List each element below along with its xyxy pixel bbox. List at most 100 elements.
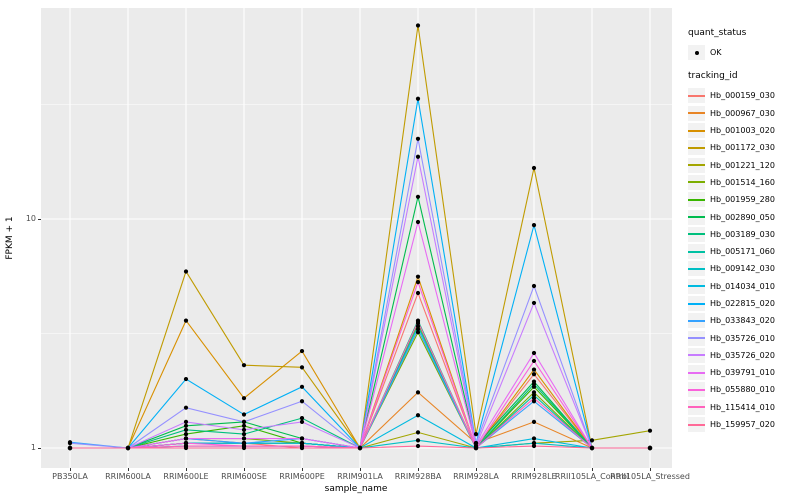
x-axis-title: sample_name (324, 484, 388, 494)
data-point (67, 441, 73, 446)
legend-item-Hb_002890_050: Hb_002890_050 (688, 208, 798, 225)
legend-key (688, 347, 705, 363)
legend-item-Hb_000967_030: Hb_000967_030 (688, 105, 798, 122)
legend-key (688, 226, 705, 242)
data-point (67, 445, 73, 451)
legend-key (688, 174, 705, 190)
data-point (183, 318, 189, 323)
legend-key (688, 244, 705, 260)
data-point (183, 441, 189, 446)
data-point (299, 436, 305, 441)
legend-item-Hb_001172_030: Hb_001172_030 (688, 139, 798, 156)
chart-canvas (41, 8, 672, 468)
x-tick-label: RRIM901LA (337, 472, 383, 481)
x-tick-mark (534, 468, 535, 471)
line-swatch-icon (688, 371, 705, 374)
data-point (299, 445, 305, 451)
data-point (183, 436, 189, 441)
legend-item-Hb_001003_020: Hb_001003_020 (688, 122, 798, 139)
x-tick-mark (360, 468, 361, 471)
data-point (299, 416, 305, 421)
data-point (473, 445, 479, 451)
legend-key (688, 278, 705, 294)
data-point (415, 443, 421, 449)
legend-key (688, 365, 705, 381)
line-swatch-icon (688, 302, 705, 305)
legend-item-label: Hb_022815_020 (710, 299, 775, 308)
legend-quant-status-rows: OK (688, 44, 798, 61)
data-point (531, 165, 537, 171)
x-tick-mark (186, 468, 187, 471)
data-point (415, 319, 421, 325)
data-point (531, 390, 537, 395)
x-tick-label: RRIM600PE (279, 472, 325, 481)
data-point (241, 412, 247, 417)
legend-key (688, 209, 705, 225)
data-point (241, 396, 247, 401)
x-tick-label: RRIM600LA (105, 472, 151, 481)
line-swatch-icon (688, 337, 705, 340)
line-swatch-icon (688, 94, 705, 97)
line-swatch-icon (688, 129, 705, 132)
legend-key (688, 382, 705, 398)
data-point (415, 438, 421, 443)
legend-key (688, 330, 705, 346)
legend-item-Hb_039791_010: Hb_039791_010 (688, 364, 798, 381)
data-point (415, 327, 421, 332)
data-point (415, 194, 421, 199)
x-tick-mark (244, 468, 245, 471)
legend-item-label: Hb_035726_010 (710, 333, 775, 343)
data-point (531, 382, 537, 387)
x-tick-mark (650, 468, 651, 471)
data-point (241, 445, 247, 451)
line-swatch-icon (688, 233, 705, 236)
data-point (415, 324, 421, 329)
line-swatch-icon (688, 216, 705, 219)
legend-item-Hb_001221_120: Hb_001221_120 (688, 156, 798, 173)
x-tick-label: RRIM928LA (453, 472, 499, 481)
data-point (589, 438, 595, 443)
legend-item-Hb_022815_020: Hb_022815_020 (688, 295, 798, 312)
data-point (415, 219, 421, 225)
data-point (299, 365, 305, 370)
legend-item-Hb_001959_280: Hb_001959_280 (688, 191, 798, 208)
legend-item-label: Hb_035726_020 (710, 350, 775, 360)
data-point (415, 280, 421, 285)
line-swatch-icon (688, 112, 705, 115)
line-swatch-icon (688, 423, 705, 426)
x-tick-label: RRII105LA_Stressed (610, 472, 690, 481)
x-tick-label: RRIM600LE (163, 472, 209, 481)
data-point (241, 436, 247, 441)
data-point (415, 413, 421, 418)
x-tick-mark (302, 468, 303, 471)
line-swatch-icon (688, 250, 705, 253)
data-point (531, 350, 537, 356)
data-point (415, 290, 421, 296)
legend-tracking-id-rows: Hb_000159_030 Hb_000967_030 Hb_001003_020 H… (688, 87, 798, 433)
data-point (415, 154, 421, 159)
legend-item-Hb_159957_020: Hb_159957_020 (688, 416, 798, 433)
legend-key (688, 296, 705, 311)
data-point (531, 399, 537, 404)
y-axis-title: FPKM + 1 (5, 216, 15, 260)
legend-item-label: Hb_001172_030 (710, 143, 775, 153)
legend-key (688, 157, 705, 173)
x-tick-mark (128, 468, 129, 471)
point-icon (694, 50, 699, 55)
legend-key (688, 261, 705, 277)
data-point (241, 432, 247, 437)
y-tick-mark (38, 448, 41, 449)
legend-item-label: Hb_001221_120 (710, 160, 775, 170)
legend-key (688, 399, 705, 415)
data-point (183, 423, 189, 428)
legend-item-Hb_055880_010: Hb_055880_010 (688, 381, 798, 398)
data-point (241, 423, 247, 428)
legend-item-label: Hb_033843_020 (710, 316, 775, 326)
data-point (183, 419, 189, 425)
data-point (531, 419, 537, 425)
legend-quant-status: quant_status OK (688, 28, 798, 61)
x-tick-label: RRIM928LE (511, 472, 557, 481)
data-point (531, 372, 537, 377)
data-point (183, 427, 189, 432)
